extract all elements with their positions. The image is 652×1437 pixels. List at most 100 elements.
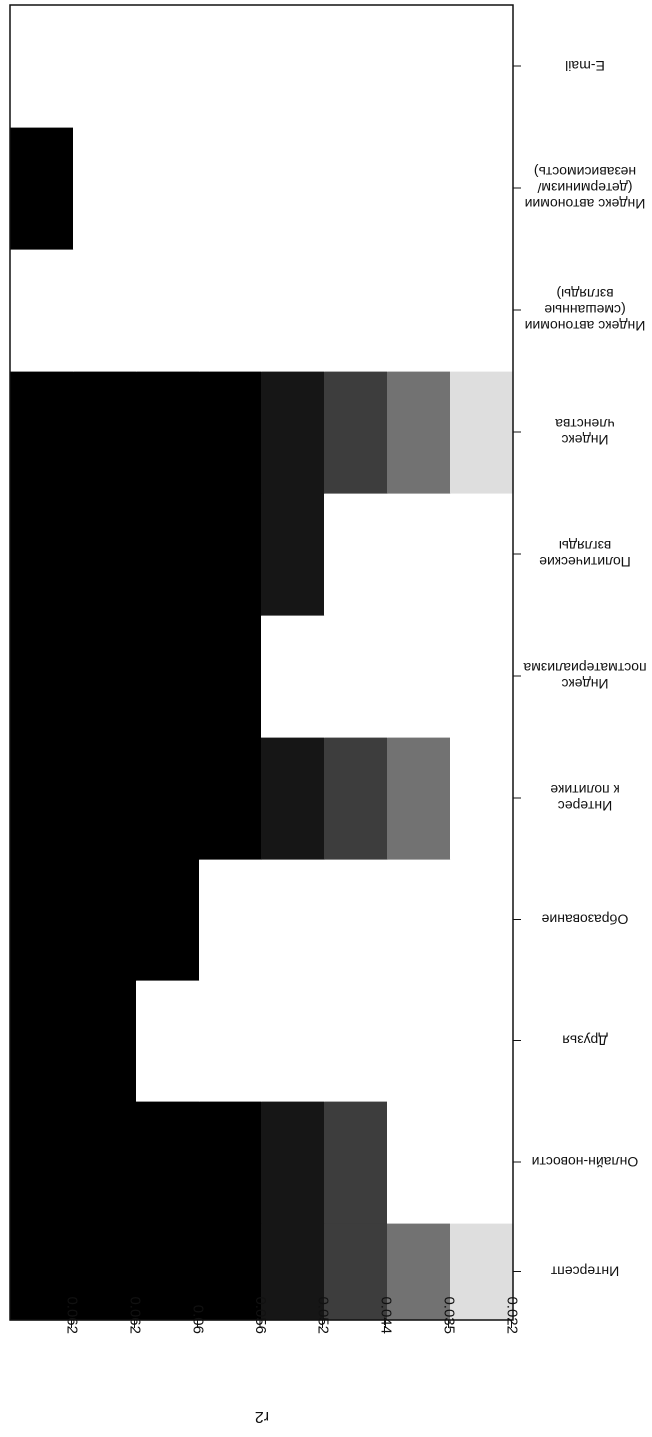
heatmap-cell (136, 737, 200, 860)
heatmap-cell (136, 5, 200, 128)
category-label-line: к политике (550, 782, 620, 798)
category-label: Индекс автономии(детерминизм/независимос… (525, 164, 646, 212)
heatmap-cell (261, 859, 325, 981)
heatmap-cell (10, 5, 74, 128)
heatmap-cell (10, 1101, 74, 1224)
heatmap-cell (136, 615, 200, 738)
heatmap-cell (10, 249, 74, 372)
heatmap-cell (324, 127, 388, 250)
heatmap-cell (73, 127, 137, 250)
y-tick-label: 0.062 (64, 1296, 81, 1334)
heatmap-cell (73, 615, 137, 738)
heatmap-cell (73, 371, 137, 494)
heatmap-cell (450, 615, 514, 738)
category-label: Политическиевзгляды (539, 538, 631, 570)
heatmap-cell (450, 1101, 514, 1224)
heatmap-cell (199, 493, 262, 616)
heatmap-cell (73, 980, 137, 1102)
y-tick-label: 0.052 (315, 1296, 332, 1334)
category-label-line: E-mail (565, 58, 605, 74)
heatmap-cell (199, 127, 262, 250)
category-label: Интереск политике (550, 782, 620, 814)
heatmap-cell (73, 5, 137, 128)
heatmap-cell (261, 1223, 325, 1321)
heatmap-cell (136, 859, 200, 981)
heatmap-cell (387, 615, 451, 738)
heatmap-cell (387, 5, 451, 128)
heatmap-cell (324, 5, 388, 128)
heatmap-cell (387, 980, 451, 1102)
heatmap-cell (261, 127, 325, 250)
heatmap-cell (136, 493, 200, 616)
category-label: Образование (541, 912, 628, 928)
heatmap-cell (387, 127, 451, 250)
heatmap-cell (450, 737, 514, 860)
heatmap-cell (387, 1223, 451, 1321)
heatmap-cell (324, 371, 388, 494)
heatmap-cell (199, 737, 262, 860)
y-tick-label: 0.062 (127, 1296, 144, 1334)
heatmap-cell (136, 1101, 200, 1224)
category-label-line: Индекс автономии (525, 196, 646, 212)
heatmap-cell (136, 127, 200, 250)
heatmap-cell (136, 371, 200, 494)
category-label-line: Интерес (558, 798, 612, 814)
heatmap-cell (73, 737, 137, 860)
heatmap-cell (450, 5, 514, 128)
heatmap-cell (387, 859, 451, 981)
category-label-line: независимость) (534, 164, 636, 180)
category-label-line: Индекс (561, 676, 608, 692)
heatmap-cell (261, 737, 325, 860)
heatmap-cell (10, 1223, 74, 1321)
heatmap-cell (10, 371, 74, 494)
heatmap-cell (450, 1223, 514, 1321)
heatmap-cell (324, 859, 388, 981)
heatmap-cell (450, 980, 514, 1102)
category-label-line: взгляды (559, 538, 611, 554)
heatmap-cell (387, 493, 451, 616)
category-label-line: Индекс автономии (525, 318, 646, 334)
category-label-line: Друзья (562, 1033, 607, 1049)
category-label: Индекс автономии(смешанныевзгляды) (525, 286, 646, 334)
category-label: Друзья (562, 1033, 607, 1049)
category-label: Индекспостматериализма (523, 660, 646, 692)
category-label-line: (смешанные (544, 302, 626, 318)
heatmap-cell (10, 127, 74, 250)
heatmap-cell (450, 249, 514, 372)
category-label-line: Индекс (561, 432, 608, 448)
heatmap-cell (73, 1101, 137, 1224)
heatmap-cell (387, 1101, 451, 1224)
heatmap-cell (136, 980, 200, 1102)
heatmap-cell (261, 980, 325, 1102)
y-tick-label: 0.044 (378, 1296, 395, 1334)
heatmap-cell (199, 1101, 262, 1224)
category-label-line: Интерсепт (550, 1264, 619, 1280)
category-label-line: членства (555, 416, 615, 432)
heatmap-cell (73, 493, 137, 616)
heatmap-cell (261, 1101, 325, 1224)
heatmap-cell (73, 1223, 137, 1321)
heatmap-cell (10, 859, 74, 981)
y-tick-label: 0.056 (252, 1296, 269, 1334)
heatmap-cell (324, 1101, 388, 1224)
heatmap-cell (136, 249, 200, 372)
heatmap-cell (10, 493, 74, 616)
category-label: Онлайн-новости (532, 1154, 639, 1170)
category-label: E-mail (565, 58, 605, 74)
heatmap-cell (387, 737, 451, 860)
heatmap-cell (261, 5, 325, 128)
heatmap-cell (199, 615, 262, 738)
y-tick-label: 0.022 (504, 1296, 521, 1334)
plot-border (9, 4, 514, 1321)
heatmap-cell (387, 371, 451, 494)
category-label-line: Политические (539, 554, 631, 570)
heatmap-cell (261, 249, 325, 372)
heatmap-cell (450, 859, 514, 981)
heatmap-cell (199, 859, 262, 981)
category-label-line: Образование (541, 912, 628, 928)
category-label-line: (детерминизм/ (537, 180, 632, 196)
heatmap-cell (387, 249, 451, 372)
category-label-line: Онлайн-новости (532, 1154, 639, 1170)
heatmap-cell (450, 493, 514, 616)
y-tick-label: 0.035 (441, 1296, 458, 1334)
